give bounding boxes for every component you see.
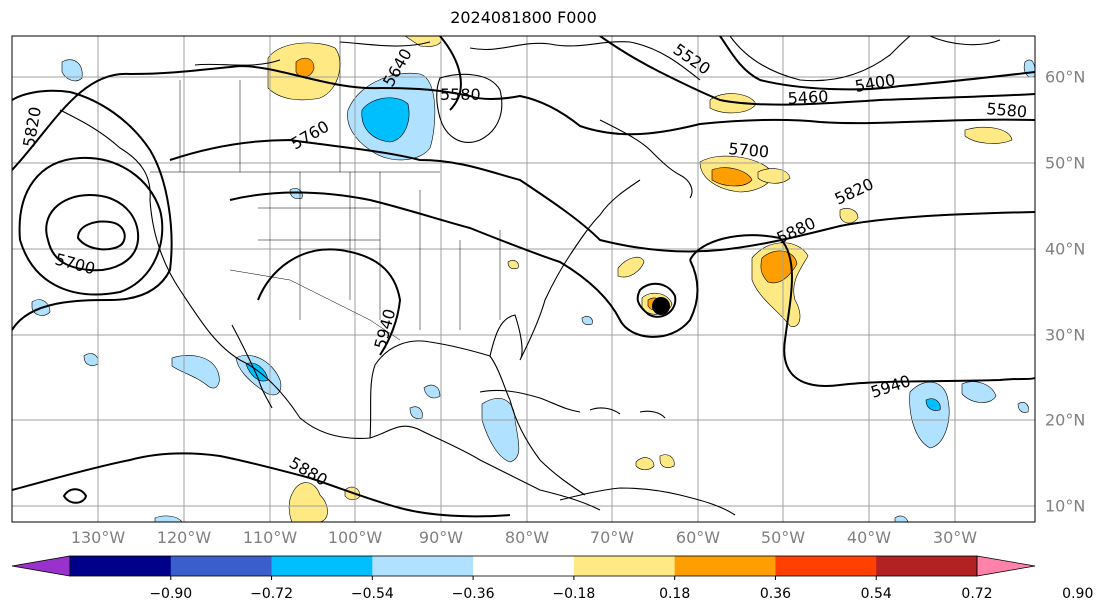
lon-label: 40°W	[846, 528, 892, 547]
lon-label: 130°W	[70, 528, 126, 547]
lon-label: 110°W	[242, 528, 298, 547]
contour-label: 5400	[853, 70, 896, 96]
colorbar-tick-label: −0.90	[149, 586, 193, 602]
colorbar-tick-label: 0.18	[659, 586, 691, 602]
lat-label: 50°N	[1045, 153, 1086, 173]
contour-label: 5580	[440, 85, 481, 104]
lon-label: 50°W	[760, 528, 806, 547]
colorbar-tick-label: −0.18	[552, 586, 596, 602]
contour-label: 5760	[288, 117, 333, 154]
colorbar-tick-label: 0.54	[860, 586, 892, 602]
contour-label: 5820	[19, 105, 45, 148]
contour-label: 5580	[986, 99, 1028, 121]
anomaly-shading	[31, 36, 1035, 522]
map-frame	[11, 35, 1036, 523]
storm-center-marker	[652, 297, 670, 315]
borders	[150, 36, 501, 341]
contour-label: 5880	[774, 213, 819, 247]
lon-label: 30°W	[932, 528, 978, 547]
coastlines	[59, 36, 1001, 516]
lon-label: 70°W	[589, 528, 635, 547]
contour-label: 5940	[868, 371, 913, 402]
contour-label: 5700	[53, 250, 97, 279]
colorbar-tick-label: −0.72	[250, 586, 293, 602]
lon-label: 100°W	[327, 528, 383, 547]
lon-label: 120°W	[156, 528, 212, 547]
lat-label: 20°N	[1045, 410, 1086, 430]
lat-label: 10°N	[1045, 496, 1086, 516]
contour-label: 5940	[371, 307, 400, 351]
height-contours	[12, 36, 1035, 518]
contour-label: 5520	[670, 40, 714, 79]
colorbar-tick-label: 0.90	[1062, 586, 1094, 602]
lat-label: 60°N	[1045, 67, 1086, 87]
lat-lon-grid	[12, 36, 1035, 522]
lon-label: 80°W	[504, 528, 550, 547]
map-title: 2024081800 F000	[450, 8, 597, 27]
contour-label: 5700	[728, 139, 770, 161]
colorbar-tick-label: 0.36	[759, 586, 792, 602]
colorbar-tick-label: −0.54	[350, 586, 394, 602]
lat-label: 30°N	[1045, 325, 1086, 345]
colorbar-tick-label: −0.36	[451, 586, 495, 602]
contour-label: 5460	[787, 87, 829, 108]
lon-label: 60°W	[675, 528, 721, 547]
lon-label: 90°W	[418, 528, 464, 547]
colorbar-tick-label: 0.72	[961, 586, 993, 602]
lat-label: 40°N	[1045, 239, 1086, 259]
contour-label: 5820	[832, 174, 877, 208]
